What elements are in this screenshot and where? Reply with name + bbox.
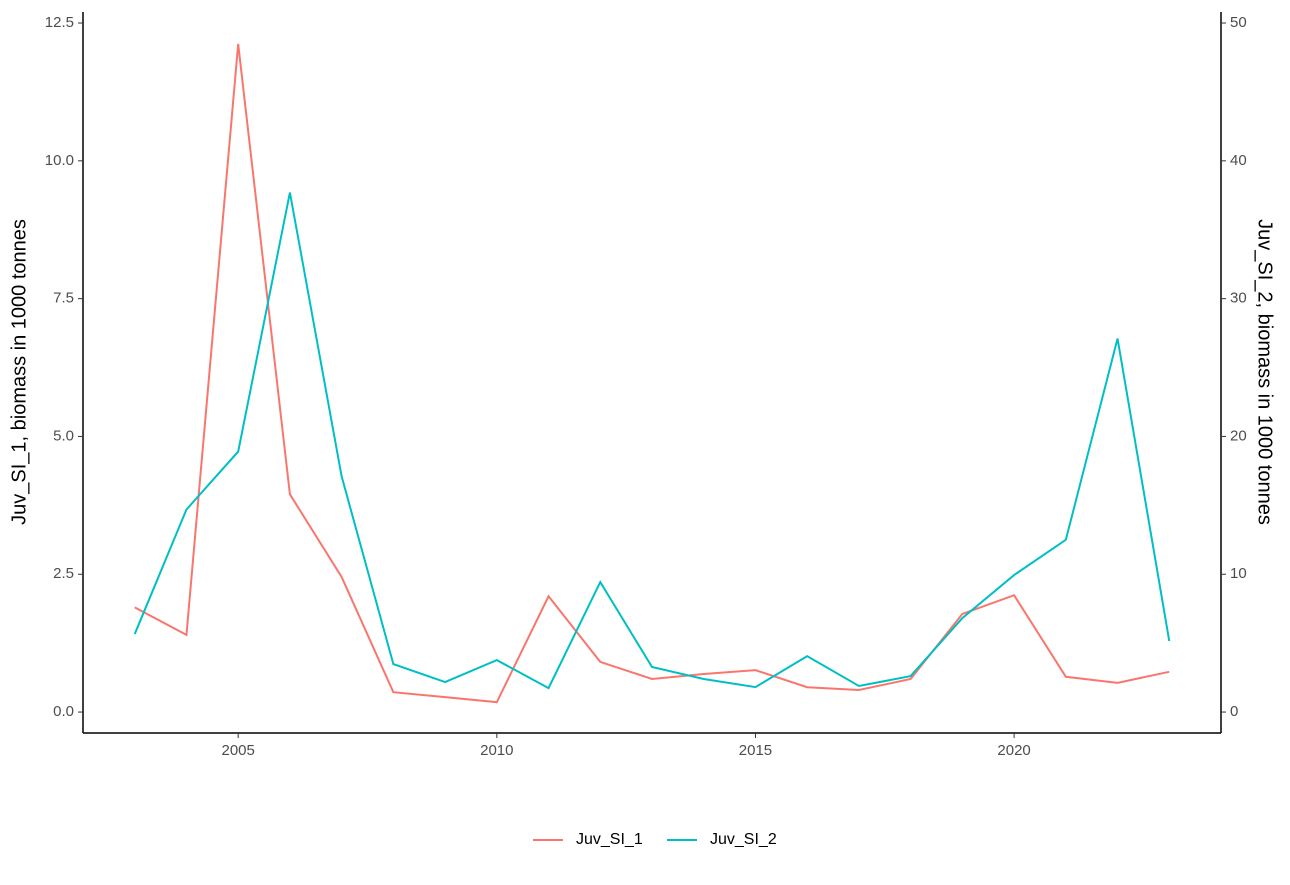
legend-label: Juv_SI_1 [576, 831, 643, 848]
series-line [134, 43, 1170, 704]
y2-axis-title: Juv_SI_2, biomass in 1000 tonnes [1254, 219, 1276, 525]
y2-tick-label: 30 [1230, 290, 1247, 307]
legend-label: Juv_SI_2 [710, 831, 777, 848]
y-tick-label: 7.5 [53, 290, 74, 307]
y-tick-label: 10.0 [45, 152, 74, 169]
y-tick-label: 0.0 [53, 703, 74, 720]
x-tick-label: 2020 [997, 742, 1030, 759]
y2-tick-label: 0 [1230, 703, 1238, 720]
y-axis-title: Juv_SI_1, biomass in 1000 tonnes [8, 219, 30, 525]
series-line [133, 192, 1171, 690]
y-tick-label: 5.0 [53, 427, 74, 444]
y-tick-label: 2.5 [53, 565, 74, 582]
y-tick-label: 12.5 [45, 14, 74, 31]
y2-tick-label: 20 [1230, 427, 1247, 444]
x-tick-label: 2010 [480, 742, 513, 759]
y2-tick-label: 10 [1230, 565, 1247, 582]
x-tick-label: 2005 [221, 742, 254, 759]
y2-tick-label: 50 [1230, 14, 1247, 31]
x-tick-label: 2015 [739, 742, 772, 759]
y2-tick-label: 40 [1230, 152, 1247, 169]
